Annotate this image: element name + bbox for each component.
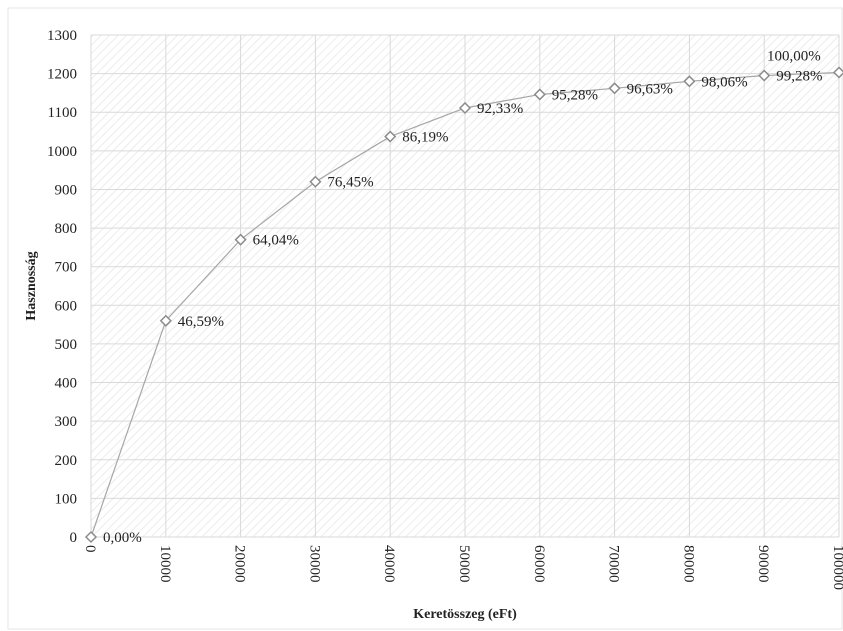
data-point-marker	[533, 88, 546, 101]
data-labels: 0,00% 46,59% 64,04% 76,45% 86,19% 92,33% 95,28…	[103, 48, 822, 546]
y-tick-label: 600	[55, 298, 78, 314]
y-tick-label: 1000	[47, 144, 77, 160]
data-label: 100,00%	[767, 48, 821, 64]
data-label: 86,19%	[402, 130, 448, 146]
data-label: 76,45%	[327, 175, 373, 191]
data-point-marker	[758, 69, 771, 82]
y-tick-label: 700	[55, 260, 78, 276]
x-tick-label: 30000	[306, 545, 322, 583]
data-point-marker	[84, 530, 98, 544]
data-point-marker	[608, 82, 621, 95]
y-tick-label: 100	[55, 491, 78, 507]
data-label: 46,59%	[178, 314, 224, 330]
y-tick-label: 1100	[48, 105, 77, 121]
y-tick-label: 1200	[47, 67, 77, 83]
data-point-marker	[384, 130, 397, 143]
x-axis-title: Keretösszeg (eFt)	[413, 607, 517, 622]
x-tick-label: 80000	[680, 545, 696, 583]
y-tick-label: 200	[55, 453, 78, 469]
x-tick-label: 70000	[606, 545, 622, 583]
y-tick-label: 500	[55, 337, 78, 353]
gridlines	[90, 34, 840, 538]
data-label: 0,00%	[103, 530, 142, 546]
data-point-marker	[159, 314, 172, 327]
x-tick-label: 60000	[531, 545, 547, 583]
x-tick-label: 40000	[381, 545, 397, 583]
data-label: 99,28%	[776, 69, 822, 85]
data-point-marker	[309, 175, 322, 188]
data-label: 98,06%	[701, 74, 747, 90]
y-tick-label: 400	[55, 376, 78, 392]
series	[84, 66, 843, 544]
y-axis-title: Hasznosság	[24, 251, 39, 320]
y-tick-label: 800	[55, 221, 78, 237]
y-axis-ticks: 0 100 200 300 400 500 600 700 800 900 1000 1100 1200…	[47, 28, 77, 546]
data-label: 96,63%	[627, 81, 673, 97]
x-tick-label: 90000	[755, 545, 771, 583]
data-label: 95,28%	[552, 87, 598, 103]
x-axis-ticks: 0 10000 20000 30000 40000 50000 60000 70000 8000…	[82, 545, 843, 590]
x-tick-label: 10000	[157, 545, 173, 583]
y-tick-label: 900	[55, 182, 78, 198]
data-label: 64,04%	[253, 233, 299, 249]
y-tick-label: 300	[55, 414, 78, 430]
x-tick-label: 20000	[232, 545, 248, 583]
data-label: 92,33%	[477, 101, 523, 117]
data-point-marker	[458, 101, 472, 115]
y-tick-label: 0	[70, 530, 78, 546]
data-point-marker	[234, 233, 247, 246]
x-tick-label: 100000	[830, 545, 843, 590]
x-tick-label: 0	[82, 545, 98, 553]
data-point-marker	[683, 75, 696, 88]
x-tick-label: 50000	[456, 545, 472, 583]
y-tick-label: 1300	[47, 28, 77, 44]
data-point-marker	[832, 66, 843, 79]
